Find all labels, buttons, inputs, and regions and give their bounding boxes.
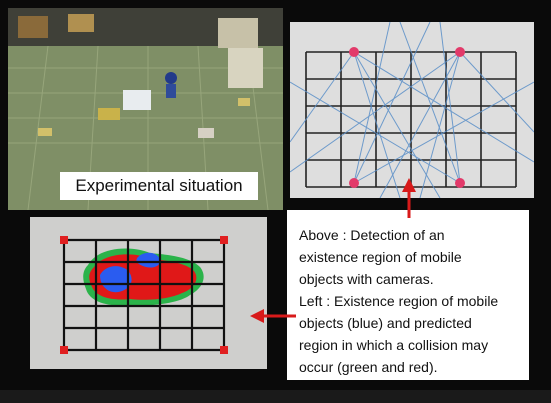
arrow-left-icon [250, 309, 296, 323]
arrow-up-icon [402, 178, 416, 218]
bottom-strip [0, 390, 551, 403]
